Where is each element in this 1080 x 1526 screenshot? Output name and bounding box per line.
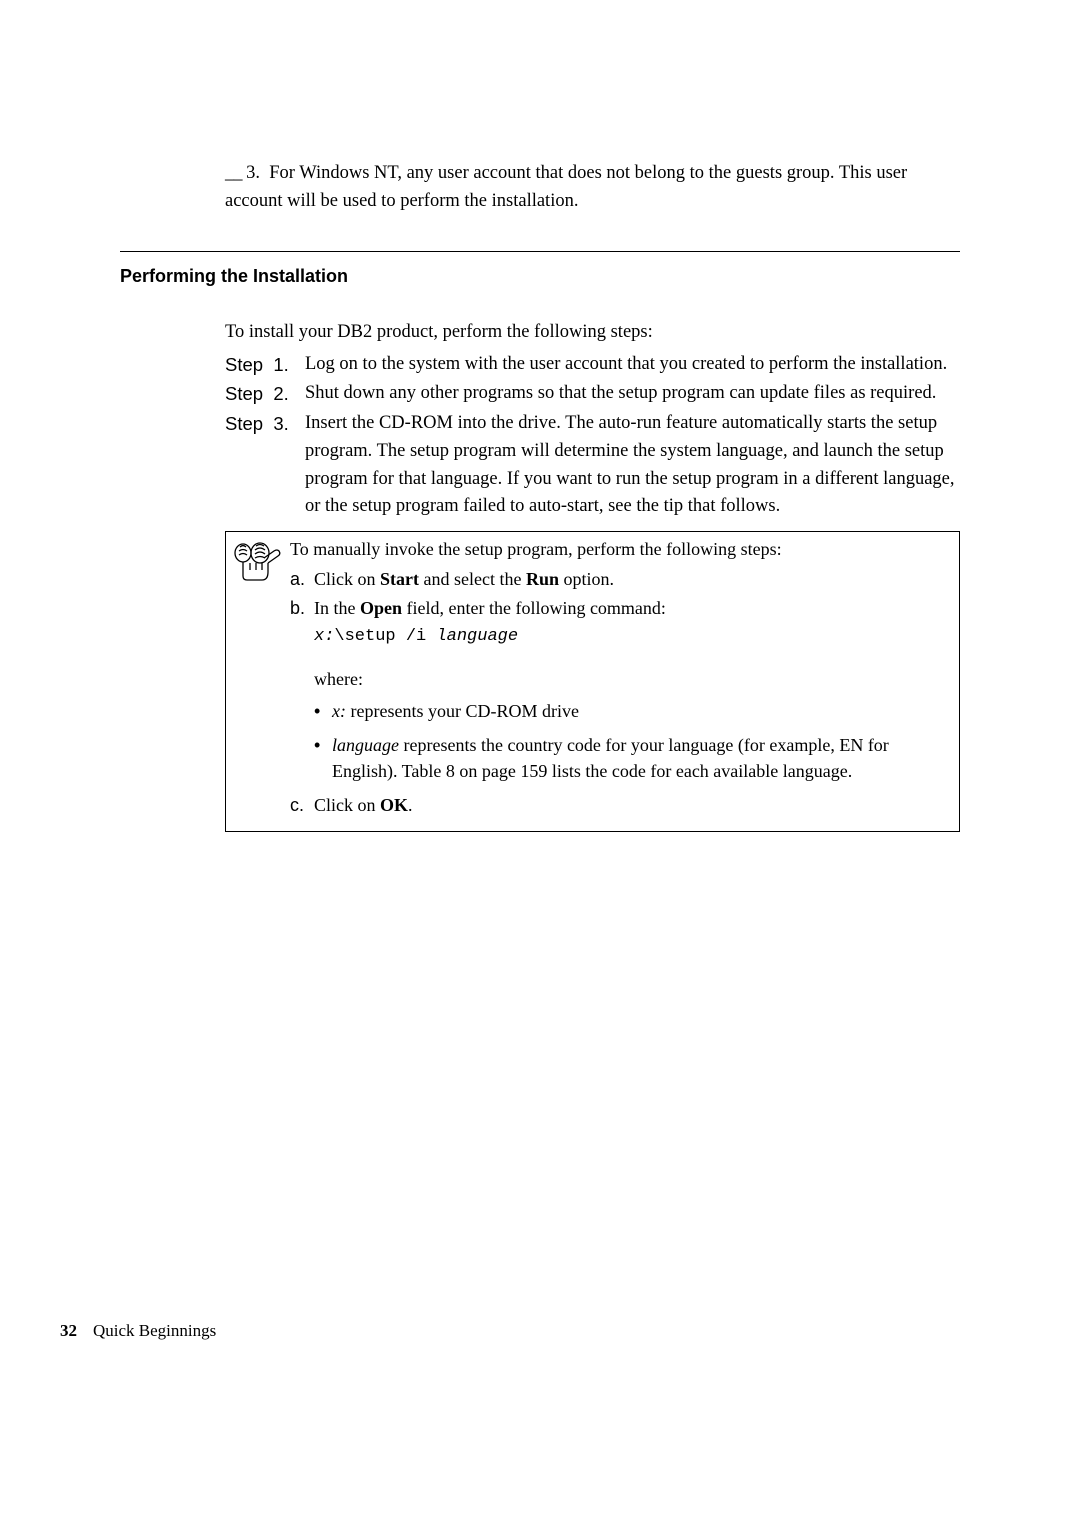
step-3: Step 3. Insert the CD-ROM into the drive…: [225, 410, 960, 521]
page-footer: 32 Quick Beginnings: [60, 1321, 216, 1341]
section-divider: [120, 251, 960, 252]
step-label: Step 1.: [225, 351, 305, 379]
prerequisite-item-3: __ 3. For Windows NT, any user account t…: [225, 160, 960, 216]
bullet-x: • x: represents your CD-ROM drive: [314, 698, 951, 724]
intro-text: To install your DB2 product, perform the…: [225, 322, 960, 343]
steps-list: Step 1. Log on to the system with the us…: [225, 351, 960, 522]
step-2: Step 2. Shut down any other programs so …: [225, 380, 960, 408]
where-bullets: • x: represents your CD-ROM drive • lang…: [314, 698, 951, 784]
tip-content: To manually invoke the setup program, pe…: [290, 536, 951, 821]
page-number: 32: [60, 1321, 77, 1340]
sub-label: b.: [290, 595, 314, 621]
step-1: Step 1. Log on to the system with the us…: [225, 351, 960, 379]
command-code: x:\setup /i language: [314, 625, 951, 650]
step-text: Log on to the system with the user accou…: [305, 351, 960, 379]
item-text: For Windows NT, any user account that do…: [225, 163, 907, 211]
sub-label: c.: [290, 792, 314, 818]
hand-pointing-icon: [232, 542, 282, 584]
tip-icon-column: [232, 536, 290, 821]
sub-text: Click on OK.: [314, 792, 951, 818]
sub-text: Click on Start and select the Run option…: [314, 566, 951, 592]
step-text: Shut down any other programs so that the…: [305, 380, 960, 408]
bullet-language: • language represents the country code f…: [314, 732, 951, 784]
step-text: Insert the CD-ROM into the drive. The au…: [305, 410, 960, 521]
section-heading: Performing the Installation: [120, 266, 960, 287]
tip-intro: To manually invoke the setup program, pe…: [290, 536, 951, 562]
page-content: __ 3. For Windows NT, any user account t…: [0, 0, 1080, 892]
tip-item-c: c. Click on OK.: [290, 792, 951, 818]
footer-title: Quick Beginnings: [93, 1321, 216, 1340]
where-label: where:: [314, 666, 951, 692]
sub-text: In the Open field, enter the following c…: [314, 595, 951, 621]
step-label: Step 3.: [225, 410, 305, 521]
step-label: Step 2.: [225, 380, 305, 408]
item-marker: __ 3.: [225, 163, 269, 183]
sub-label: a.: [290, 566, 314, 592]
tip-item-a: a. Click on Start and select the Run opt…: [290, 566, 951, 592]
tip-item-b: b. In the Open field, enter the followin…: [290, 595, 951, 621]
tip-box: To manually invoke the setup program, pe…: [225, 531, 960, 832]
